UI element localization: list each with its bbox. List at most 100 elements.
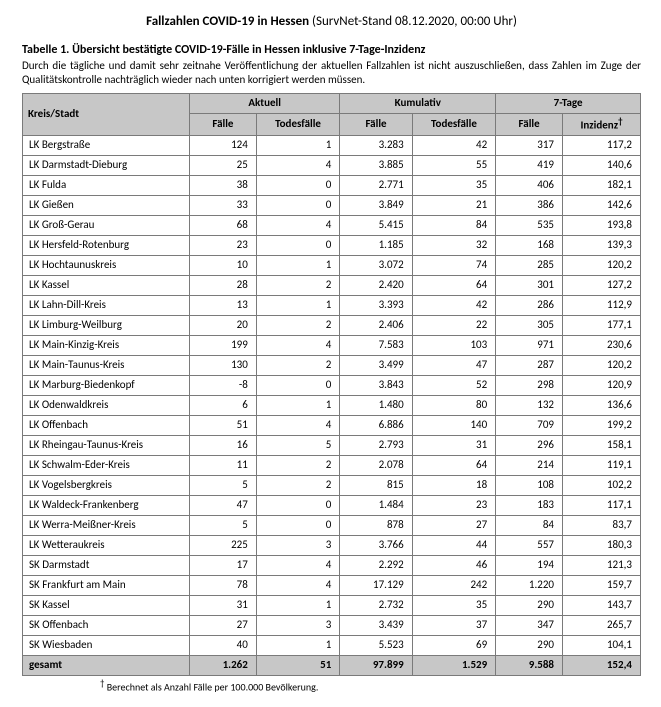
cell-incidence: 143,7 [563, 596, 641, 616]
cell-district: LK Offenbach [23, 416, 190, 436]
cell-cases: 47 [190, 496, 257, 516]
cell-deaths: 4 [256, 416, 340, 436]
table-row: LK Werra-Meißner-Kreis50878278483,7 [23, 516, 641, 536]
table-row: LK Offenbach5146.886140709199,2 [23, 416, 641, 436]
cell-cum-deaths: 46 [412, 556, 496, 576]
cell-week-cases: 301 [496, 276, 563, 296]
header-group-row: Kreis/Stadt Aktuell Kumulativ 7-Tage [23, 93, 641, 113]
cell-cum-deaths: 47 [412, 356, 496, 376]
cell-cases: 40 [190, 636, 257, 656]
cell-week-cases: 535 [496, 216, 563, 236]
cell-district: LK Odenwaldkreis [23, 396, 190, 416]
cell-cum-deaths: 37 [412, 616, 496, 636]
table-row: LK Rheingau-Taunus-Kreis1652.79331296158… [23, 436, 641, 456]
table-row: LK Kassel2822.42064301127,2 [23, 276, 641, 296]
cell-cum-cases: 2.732 [340, 596, 412, 616]
cell-total-cum-deaths: 1.529 [412, 656, 496, 676]
table-row: SK Wiesbaden4015.52369290104,1 [23, 636, 641, 656]
cell-district: SK Kassel [23, 596, 190, 616]
table-row: SK Offenbach2733.43937347265,7 [23, 616, 641, 636]
cell-cum-cases: 3.849 [340, 196, 412, 216]
cell-week-cases: 386 [496, 196, 563, 216]
table-note: Durch die tägliche und damit sehr zeitna… [22, 59, 641, 87]
cell-cases: 11 [190, 456, 257, 476]
table-row: SK Frankfurt am Main78417.1292421.220159… [23, 576, 641, 596]
cell-cum-deaths: 52 [412, 376, 496, 396]
cell-deaths: 1 [256, 636, 340, 656]
cell-cum-deaths: 21 [412, 196, 496, 216]
cell-district: LK Schwalm-Eder-Kreis [23, 456, 190, 476]
cell-total-label: gesamt [23, 656, 190, 676]
cell-cum-cases: 6.886 [340, 416, 412, 436]
cell-cum-cases: 1.185 [340, 236, 412, 256]
cell-deaths: 0 [256, 176, 340, 196]
table-row: LK Darmstadt-Dieburg2543.88555419140,6 [23, 156, 641, 176]
cell-total-cum-cases: 97.899 [340, 656, 412, 676]
cell-incidence: 83,7 [563, 516, 641, 536]
cell-district: LK Gießen [23, 196, 190, 216]
cell-week-cases: 296 [496, 436, 563, 456]
cell-week-cases: 406 [496, 176, 563, 196]
page-title-rest: (SurvNet-Stand 08.12.2020, 00:00 Uhr) [309, 14, 517, 29]
cell-incidence: 117,2 [563, 136, 641, 156]
cell-week-cases: 971 [496, 336, 563, 356]
cell-district: SK Wiesbaden [23, 636, 190, 656]
cell-cases: 225 [190, 536, 257, 556]
cell-week-cases: 214 [496, 456, 563, 476]
cell-deaths: 1 [256, 596, 340, 616]
cases-table: Kreis/Stadt Aktuell Kumulativ 7-Tage Fäl… [22, 93, 641, 677]
cell-incidence: 199,2 [563, 416, 641, 436]
table-row: LK Lahn-Dill-Kreis1313.39342286112,9 [23, 296, 641, 316]
cell-cum-deaths: 32 [412, 236, 496, 256]
cell-deaths: 5 [256, 436, 340, 456]
cell-district: LK Hersfeld-Rotenburg [23, 236, 190, 256]
cell-cum-deaths: 84 [412, 216, 496, 236]
cell-week-cases: 108 [496, 476, 563, 496]
cell-cases: 51 [190, 416, 257, 436]
cell-week-cases: 290 [496, 636, 563, 656]
cell-district: LK Groß-Gerau [23, 216, 190, 236]
cell-deaths: 0 [256, 496, 340, 516]
cell-total-incidence: 152,4 [563, 656, 641, 676]
cell-cum-cases: 3.843 [340, 376, 412, 396]
cell-week-cases: 286 [496, 296, 563, 316]
cell-cum-cases: 5.415 [340, 216, 412, 236]
cell-cases: 28 [190, 276, 257, 296]
page-title-bold: Fallzahlen COVID-19 in Hessen [146, 14, 309, 29]
cell-deaths: 2 [256, 276, 340, 296]
cell-incidence: 121,3 [563, 556, 641, 576]
footnote: † Berechnet als Anzahl Fälle per 100.000… [22, 678, 641, 693]
cell-cum-cases: 3.072 [340, 256, 412, 276]
cell-cum-cases: 878 [340, 516, 412, 536]
col-header-incidence: Inzidenz† [563, 113, 641, 136]
cell-incidence: 177,1 [563, 316, 641, 336]
table-row: LK Limburg-Weilburg2022.40622305177,1 [23, 316, 641, 336]
cell-incidence: 117,1 [563, 496, 641, 516]
cell-incidence: 102,2 [563, 476, 641, 496]
cell-district: LK Bergstraße [23, 136, 190, 156]
cell-incidence: 104,1 [563, 636, 641, 656]
cell-incidence: 127,2 [563, 276, 641, 296]
cell-week-cases: 557 [496, 536, 563, 556]
cell-incidence: 139,3 [563, 236, 641, 256]
cell-incidence: 265,7 [563, 616, 641, 636]
cell-incidence: 112,9 [563, 296, 641, 316]
cell-week-cases: 347 [496, 616, 563, 636]
cell-incidence: 120,2 [563, 356, 641, 376]
cell-week-cases: 84 [496, 516, 563, 536]
cell-deaths: 4 [256, 336, 340, 356]
cell-district: LK Darmstadt-Dieburg [23, 156, 190, 176]
cell-incidence: 119,1 [563, 456, 641, 476]
cell-deaths: 0 [256, 376, 340, 396]
cell-cum-deaths: 42 [412, 136, 496, 156]
cell-week-cases: 287 [496, 356, 563, 376]
cell-district: LK Kassel [23, 276, 190, 296]
cell-district: LK Werra-Meißner-Kreis [23, 516, 190, 536]
col-header-cases: Fälle [190, 113, 257, 136]
cell-cases: 199 [190, 336, 257, 356]
cell-week-cases: 183 [496, 496, 563, 516]
cell-cum-deaths: 44 [412, 536, 496, 556]
cell-cum-cases: 2.771 [340, 176, 412, 196]
cell-district: LK Vogelsbergkreis [23, 476, 190, 496]
cell-district: LK Marburg-Biedenkopf [23, 376, 190, 396]
